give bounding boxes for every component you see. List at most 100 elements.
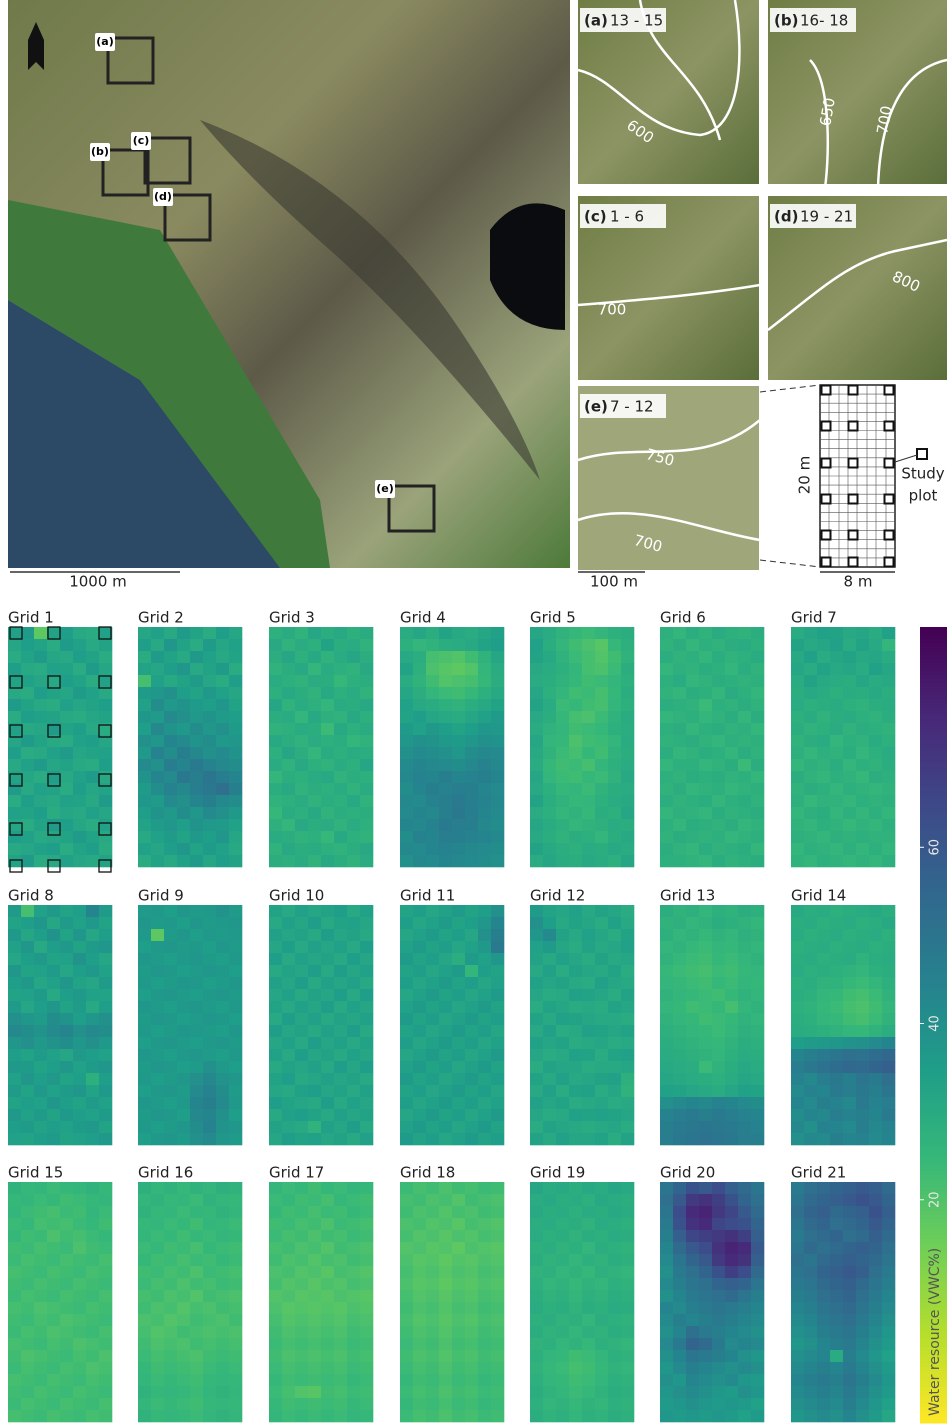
heat-cell	[321, 953, 334, 965]
heat-cell	[413, 783, 426, 795]
heat-cell	[282, 807, 295, 819]
heat-cell	[843, 795, 856, 807]
heat-cell	[138, 1025, 151, 1037]
heat-cell	[712, 1121, 725, 1133]
heat-cell	[60, 675, 73, 687]
heat-cell	[295, 1362, 308, 1374]
heat-cell	[21, 941, 34, 953]
heat-cell	[582, 735, 595, 747]
heat-cell	[660, 795, 673, 807]
heat-cell	[295, 1182, 308, 1194]
heat-cell	[595, 1218, 608, 1230]
heat-cell	[621, 1109, 634, 1121]
heat-cell	[738, 1073, 751, 1085]
heat-cell	[660, 1290, 673, 1302]
heat-cell	[47, 1302, 60, 1314]
heat-cell	[843, 1001, 856, 1013]
heat-cell	[530, 1073, 543, 1085]
heat-cell	[282, 831, 295, 843]
heat-cell	[426, 819, 439, 831]
heat-cell	[216, 1182, 229, 1194]
heat-cell	[595, 783, 608, 795]
heat-cell	[177, 1037, 190, 1049]
heat-cell	[347, 941, 360, 953]
heat-cell	[151, 1013, 164, 1025]
heat-cell	[751, 989, 764, 1001]
heat-cell	[725, 1206, 738, 1218]
heat-cell	[712, 627, 725, 639]
heat-cell	[73, 1073, 86, 1085]
heat-cell	[452, 905, 465, 917]
heat-cell	[190, 1386, 203, 1398]
heat-cell	[360, 1278, 373, 1290]
heat-cell	[791, 819, 804, 831]
heat-cell	[216, 1073, 229, 1085]
heat-cell	[608, 1326, 621, 1338]
heat-cell	[334, 723, 347, 735]
heat-cell	[843, 735, 856, 747]
heat-cell	[138, 1230, 151, 1242]
heat-cell	[673, 1001, 686, 1013]
heat-cell	[882, 627, 895, 639]
heat-cell	[725, 627, 738, 639]
heat-cell	[282, 1097, 295, 1109]
heat-cell	[452, 783, 465, 795]
heat-cell	[712, 771, 725, 783]
heat-cell	[543, 1218, 556, 1230]
heat-cell	[282, 675, 295, 687]
heat-cell	[725, 1374, 738, 1386]
heat-cell	[556, 795, 569, 807]
heat-cell	[177, 1410, 190, 1422]
heat-cell	[151, 819, 164, 831]
heat-cell	[621, 1254, 634, 1266]
heat-cell	[269, 977, 282, 989]
heat-cell	[882, 1085, 895, 1097]
heat-cell	[556, 965, 569, 977]
colorbar-segment	[920, 871, 947, 876]
heat-cell	[621, 819, 634, 831]
heat-cell	[60, 1037, 73, 1049]
heat-cell	[177, 917, 190, 929]
heat-cell	[608, 1097, 621, 1109]
heat-cell	[817, 953, 830, 965]
heat-cell	[413, 941, 426, 953]
heat-cell	[99, 639, 112, 651]
heat-cell	[699, 965, 712, 977]
heat-cell	[138, 651, 151, 663]
heat-cell	[673, 1085, 686, 1097]
heat-cell	[86, 747, 99, 759]
heat-cell	[465, 1001, 478, 1013]
heat-cell	[491, 675, 504, 687]
heat-cell	[452, 699, 465, 711]
heat-cell	[8, 1109, 21, 1121]
plot-square	[885, 495, 894, 504]
heat-cell	[216, 1302, 229, 1314]
heat-cell	[282, 929, 295, 941]
heat-cell	[216, 1206, 229, 1218]
heat-cell	[21, 1326, 34, 1338]
heat-cell	[164, 1025, 177, 1037]
heat-cell	[34, 795, 47, 807]
heat-cell	[34, 1085, 47, 1097]
heat-cell	[60, 1290, 73, 1302]
heat-cell	[8, 1386, 21, 1398]
heat-cell	[73, 1350, 86, 1362]
heat-cell	[556, 989, 569, 1001]
heat-cell	[817, 1230, 830, 1242]
heat-cell	[491, 1097, 504, 1109]
heat-cell	[817, 1013, 830, 1025]
heat-cell	[869, 1242, 882, 1254]
heat-cell	[60, 1386, 73, 1398]
heat-cell	[491, 795, 504, 807]
heat-cell	[321, 1037, 334, 1049]
heat-cell	[491, 699, 504, 711]
heat-cell	[138, 795, 151, 807]
heat-cell	[830, 1025, 843, 1037]
heat-cell	[530, 1290, 543, 1302]
heat-cell	[60, 711, 73, 723]
heat-cell	[608, 819, 621, 831]
heat-cell	[229, 1194, 242, 1206]
colorbar-segment	[920, 1051, 947, 1056]
colorbar-segment	[920, 675, 947, 680]
colorbar-segment	[920, 651, 947, 656]
